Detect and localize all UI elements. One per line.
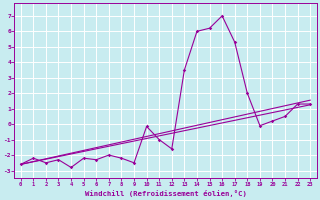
X-axis label: Windchill (Refroidissement éolien,°C): Windchill (Refroidissement éolien,°C) xyxy=(84,190,246,197)
